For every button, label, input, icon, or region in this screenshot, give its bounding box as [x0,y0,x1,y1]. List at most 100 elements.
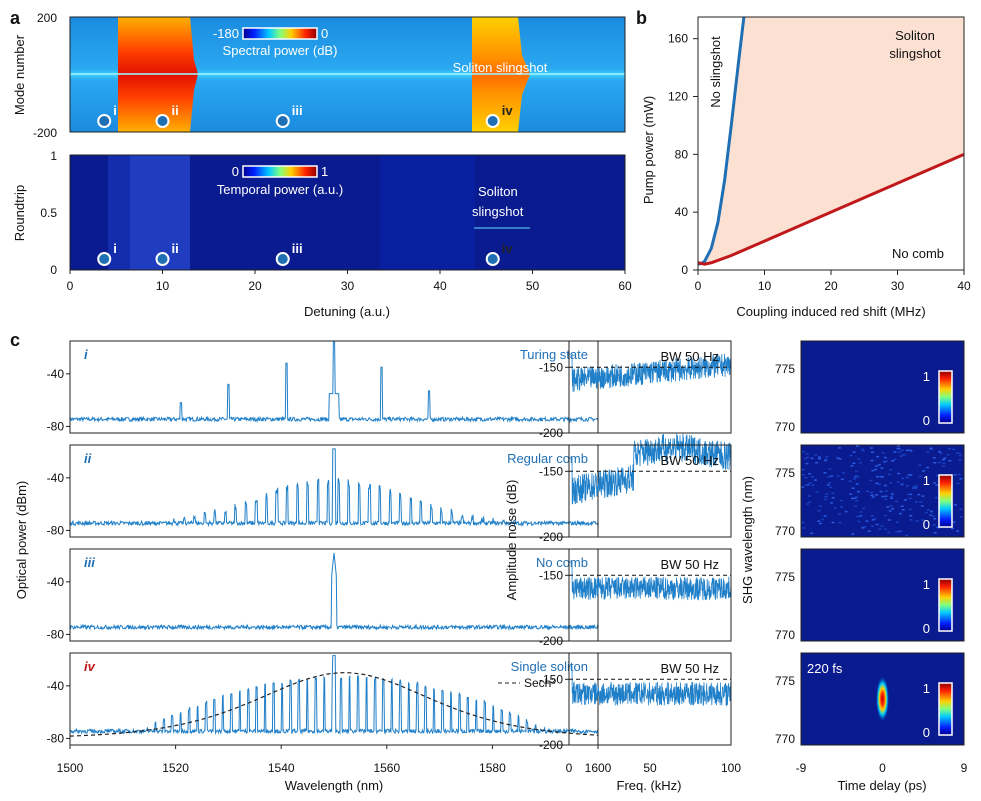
shg-ytick: 775 [775,362,795,376]
a-bot-ytick-0: 0 [50,263,57,277]
noise-trace [569,433,732,505]
noise-trace [569,561,732,601]
shg-panel-3: 1 0 775 770 [775,548,965,642]
spec-xtick-1520: 1520 [162,761,189,775]
spectrum-trace-ii [69,448,599,528]
bandwidth-label: BW 50 Hz [660,557,719,572]
spec-ytick: -80 [47,731,65,745]
spec-xtick-1500: 1500 [57,761,84,775]
comb-boundary-line [697,152,965,266]
b-xtick-40: 40 [957,279,971,293]
shg-ytick: 775 [775,674,795,688]
b-ylabel: Pump power (mW) [641,96,656,204]
spec-xtick-1560: 1560 [373,761,400,775]
b-xtick-30: 30 [891,279,905,293]
a-xtick-30: 30 [341,279,355,293]
svg-text:0: 0 [923,725,930,740]
spec-ytick: -80 [47,419,65,433]
b-xtick-10: 10 [758,279,772,293]
pulse-duration-label: 220 fs [807,661,843,676]
spec-ytick: -80 [47,627,65,641]
noise-panel-1: BW 50 Hz -150 -200 [539,340,732,440]
a-xtick-40: 40 [433,279,447,293]
c-spec-ylabel: Optical power (dBm) [14,481,29,599]
spec-xtick-1600: 1600 [585,761,612,775]
shg-colorbar [938,682,953,736]
no-slingshot-label: No slingshot [708,36,723,108]
shg-colorbar [938,474,953,528]
panel-a-spectral-heatmap: -180 0 Spectral power (dB) Soliton sling… [12,11,626,140]
b-xtick-20: 20 [824,279,838,293]
c-shg-xlabel: Time delay (ps) [837,778,926,793]
c-noise-ylabel: Amplitude noise (dB) [504,480,519,601]
spectrum-panel-i: i Turing state -40 -80 [47,340,599,434]
noise-xtick-50: 50 [643,761,657,775]
shg-xtick-9: 9 [961,761,968,775]
spec-ytick: -40 [47,471,65,485]
state-marker-label-i: i [113,241,117,256]
slingshot-label-top: Soliton slingshot [453,60,548,75]
state-marker-label-iv: iv [502,103,514,118]
slingshot-label-bottom-2: slingshot [472,204,524,219]
slingshot-label-bottom-1: Soliton [478,184,518,199]
shg-xtick--9: -9 [796,761,807,775]
b-ytick-80: 80 [675,147,689,161]
state-marker-i [97,114,112,128]
svg-text:0: 0 [923,517,930,532]
noise-xtick-100: 100 [721,761,741,775]
shg-colorbar [938,578,953,632]
panel-a-temporal-heatmap: 0 1 Temporal power (a.u.) Soliton slings… [12,149,632,319]
temporal-colorbar-title: Temporal power (a.u.) [217,182,343,197]
pump-line [70,73,625,75]
shg-ytick: 770 [775,732,795,746]
temporal-colorbar-min: 0 [232,164,239,179]
soliton-region-fill [698,17,964,265]
a-xtick-50: 50 [526,279,540,293]
spectrum-panel-iii: iii No comb -40 -80 [47,548,599,642]
a-xtick-0: 0 [67,279,74,293]
bandwidth-label: BW 50 Hz [660,453,719,468]
noise-panel-2: BW 50 Hz -150 -200 [539,433,732,544]
state-marker-iii [275,252,290,266]
a-xtick-10: 10 [156,279,170,293]
noise-ytick: -200 [539,634,563,648]
spec-ytick: -40 [47,575,65,589]
state-marker-label-iii: iii [292,241,303,256]
state-marker-iii [275,114,290,128]
panel-a-letter: a [10,8,21,28]
a-top-ylabel: Mode number [12,34,27,115]
soliton-pulse [875,675,890,723]
state-marker-i [97,252,112,266]
panel-c-letter: c [10,330,20,350]
temporal-colorbar-max: 1 [321,164,328,179]
b-xtick-0: 0 [695,279,702,293]
spectral-colorbar-min: -180 [213,26,239,41]
noise-ytick: -200 [539,738,563,752]
panel-c-shg-frog: 1 0 775 770 1 0 775 770 1 0 775 770 220 fs 1 0 775 770 -9… [775,340,968,775]
noise-xtick-0: 0 [566,761,573,775]
a-xtick-60: 60 [618,279,632,293]
spectrum-title-iii: No comb [536,555,588,570]
a-bot-ytick-1: 1 [50,149,57,163]
spectrum-panel-ii: ii Regular comb -40 -80 [47,444,599,538]
spec-ytick: -40 [47,679,65,693]
bandwidth-label: BW 50 Hz [660,349,719,364]
a-top-ytick-neg200: -200 [33,126,57,140]
state-marker-ii [155,252,170,266]
shg-ytick: 775 [775,570,795,584]
spec-xtick-1540: 1540 [268,761,295,775]
spectrum-trace-iii [69,552,599,632]
b-ytick-0: 0 [681,263,688,277]
svg-text:1: 1 [923,577,930,592]
shg-colorbar [938,370,953,424]
noise-ytick: -150 [539,672,563,686]
spec-ytick: -40 [47,367,65,381]
spectrum-title-ii: Regular comb [507,451,588,466]
spectrum-trace-i [69,340,599,424]
state-marker-label-iv: iv [502,241,514,256]
shg-panel-4: 220 fs 1 0 775 770 [775,652,965,746]
